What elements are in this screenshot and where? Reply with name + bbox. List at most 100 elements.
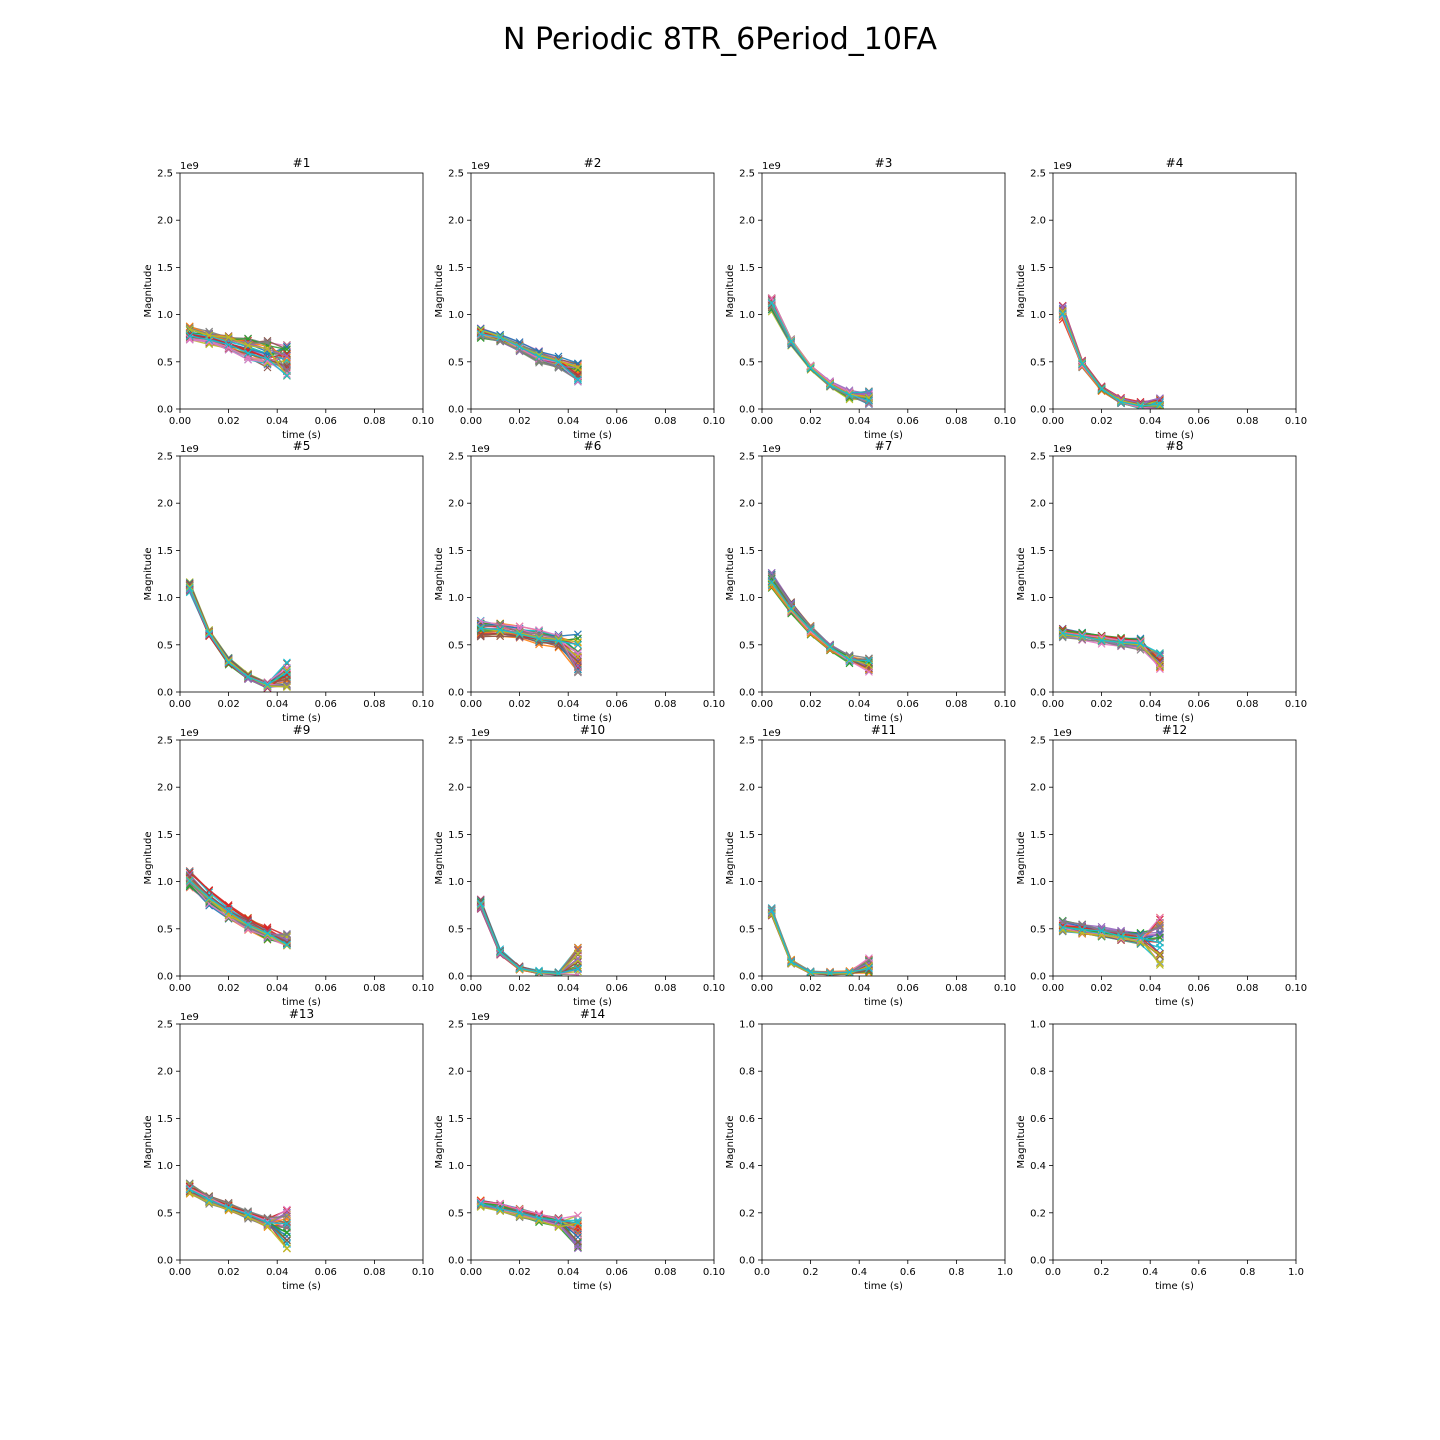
- data-series-line: [771, 909, 870, 974]
- subplot-8: 0.00 0.02 0.04 0.06 0.08 0.10 0.0 0.5 1.0 1.5 2.0 2…: [1016, 439, 1307, 724]
- data-series-line: [480, 627, 578, 643]
- data-point-marker: [1156, 913, 1164, 922]
- data-point-marker: [1156, 400, 1164, 409]
- x-tick-label: 0.02: [799, 699, 821, 710]
- x-tick-label: 0.08: [363, 983, 385, 994]
- y-tick-label: 1.5: [1030, 546, 1046, 557]
- data-point-marker: [535, 967, 543, 976]
- y-tick-label: 0.0: [157, 1256, 173, 1267]
- y-scale-offset-label: 1e9: [180, 1012, 199, 1023]
- data-point-marker: [1156, 921, 1164, 930]
- data-series-line: [771, 304, 870, 402]
- data-series-line: [771, 572, 870, 666]
- subplot-title: #1: [293, 156, 311, 170]
- series-group: [185, 1179, 291, 1253]
- y-axis-label: Magnitude: [143, 1116, 154, 1169]
- data-point-marker: [224, 658, 233, 667]
- data-point-marker: [574, 949, 582, 958]
- subplot-2: 0.00 0.02 0.04 0.06 0.08 0.10 0.0 0.5 1.0 1.5 2.0 2…: [434, 156, 725, 441]
- data-point-marker: [554, 637, 563, 645]
- axes-frame: [470, 1023, 715, 1261]
- x-axis-label: time (s): [282, 997, 321, 1008]
- y-tick-label: 1.5: [739, 546, 755, 557]
- x-tick-label: 0.10: [412, 983, 434, 994]
- data-point-marker: [1058, 923, 1067, 932]
- data-series-line: [771, 297, 870, 405]
- data-point-marker: [1117, 398, 1125, 406]
- subplot-title: #9: [293, 723, 311, 737]
- data-series-line: [189, 337, 288, 375]
- y-tick-label: 0.6: [1030, 1114, 1046, 1125]
- data-point-marker: [1078, 633, 1087, 641]
- data-series-line: [480, 329, 579, 369]
- x-tick-label: 0.06: [315, 699, 337, 710]
- subplot-12: 0.00 0.02 0.04 0.06 0.08 0.10 0.0 0.5 1.0 1.5 2.0 2…: [1016, 723, 1307, 1008]
- y-scale-offset-label: 1e9: [180, 444, 199, 455]
- y-tick-label: 0.5: [157, 1208, 173, 1219]
- y-tick-label: 0.5: [448, 924, 464, 935]
- y-tick-label: 2.0: [448, 216, 464, 227]
- x-tick-label: 0.04: [848, 699, 870, 710]
- x-tick-label: 0.04: [266, 1267, 288, 1278]
- x-tick-label: 0.04: [1139, 983, 1161, 994]
- x-tick-label: 0.08: [363, 699, 385, 710]
- data-series-line: [771, 914, 870, 976]
- x-tick-label: 0.04: [1139, 416, 1161, 427]
- data-point-marker: [535, 634, 543, 643]
- data-point-marker: [185, 584, 194, 593]
- data-point-marker: [1117, 638, 1125, 647]
- data-point-marker: [244, 341, 252, 350]
- data-point-marker: [1058, 917, 1067, 926]
- data-series-line: [480, 1206, 579, 1228]
- x-tick-label: 0.06: [1188, 983, 1210, 994]
- x-tick-label: 0.2: [803, 1267, 819, 1278]
- y-tick-label: 2.5: [448, 169, 464, 180]
- x-tick-label: 0.8: [948, 1267, 964, 1278]
- x-tick-label: 0.4: [1142, 1267, 1158, 1278]
- data-series-line: [771, 574, 870, 667]
- data-series-line: [771, 581, 869, 662]
- y-tick-label: 2.5: [448, 736, 464, 747]
- subplot-10: 0.00 0.02 0.04 0.06 0.08 0.10 0.0 0.5 1.0 1.5 2.0 2…: [434, 723, 725, 1008]
- x-tick-label: 0.04: [557, 1267, 579, 1278]
- y-axis-label: Magnitude: [434, 1116, 445, 1169]
- data-point-marker: [185, 879, 194, 888]
- data-point-marker: [554, 363, 563, 372]
- y-tick-label: 0.0: [739, 1256, 755, 1267]
- y-tick-label: 0.5: [739, 640, 755, 651]
- x-tick-label: 0.10: [994, 699, 1016, 710]
- data-series-line: [771, 302, 869, 397]
- subplot-14: 0.00 0.02 0.04 0.06 0.08 0.10 0.0 0.5 1.0 1.5 2.0 2…: [434, 1007, 725, 1292]
- data-point-marker: [1078, 632, 1087, 641]
- y-tick-label: 1.5: [157, 263, 173, 274]
- data-point-marker: [515, 342, 524, 351]
- x-axis-label: time (s): [864, 997, 903, 1008]
- data-point-marker: [574, 956, 582, 965]
- y-tick-label: 1.0: [448, 1161, 464, 1172]
- y-tick-label: 1.0: [1030, 310, 1046, 321]
- data-series-line: [771, 308, 869, 400]
- axes-frame: [470, 172, 715, 410]
- data-point-marker: [515, 630, 524, 638]
- data-point-marker: [574, 1241, 582, 1250]
- x-axis-label: time (s): [1155, 713, 1194, 724]
- x-tick-label: 0.08: [654, 983, 676, 994]
- y-axis-label: Magnitude: [143, 548, 154, 601]
- x-tick-label: 0.02: [217, 1267, 239, 1278]
- x-axis-label: time (s): [864, 1281, 903, 1292]
- series-group: [1058, 301, 1164, 409]
- data-series-line: [771, 307, 869, 397]
- y-tick-label: 0.5: [1030, 924, 1046, 935]
- y-tick-label: 0.0: [1030, 688, 1046, 699]
- x-axis-label: time (s): [1155, 997, 1194, 1008]
- data-series-line: [1062, 311, 1161, 406]
- subplot-title: #10: [580, 723, 605, 737]
- x-tick-label: 0.10: [1285, 983, 1307, 994]
- x-tick-label: 0.00: [460, 1267, 482, 1278]
- x-tick-label: 0.06: [606, 699, 628, 710]
- data-point-marker: [1156, 661, 1164, 669]
- y-tick-label: 1.0: [739, 877, 755, 888]
- y-tick-label: 2.0: [448, 783, 464, 794]
- y-scale-offset-label: 1e9: [471, 1012, 490, 1023]
- data-series-line: [771, 303, 870, 398]
